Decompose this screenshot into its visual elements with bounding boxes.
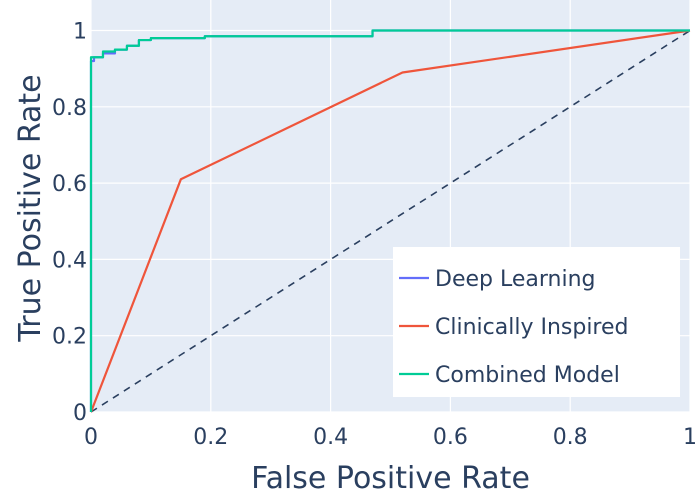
- legend-box: [393, 247, 680, 397]
- y-tick-label: 0: [73, 401, 87, 426]
- legend: Deep Learning Clinically Inspired Combined…: [393, 247, 680, 397]
- y-tick-label: 0.4: [52, 248, 87, 273]
- x-tick-label: 1: [683, 425, 697, 450]
- legend-label-clinically-inspired: Clinically Inspired: [435, 315, 629, 340]
- series-line-clinically-inspired: [89, 29, 691, 413]
- x-tick-label: 0.6: [433, 425, 468, 450]
- grid-lines: [90, 0, 691, 413]
- y-axis-title: True Positive Rate: [13, 74, 48, 342]
- x-axis-title: False Positive Rate: [251, 461, 530, 496]
- x-tick-label: 0.8: [553, 425, 588, 450]
- y-tick-label: 0.6: [52, 172, 87, 197]
- chance-diagonal-line: [90, 29, 691, 413]
- series-line-combined-model: [89, 29, 690, 412]
- legend-label-deep-learning: Deep Learning: [435, 267, 595, 292]
- legend-label-combined-model: Combined Model: [435, 363, 620, 388]
- x-tick-label: 0: [84, 425, 98, 450]
- y-tick-label: 1: [73, 20, 87, 45]
- y-tick-label: 0.8: [52, 96, 87, 121]
- tick-labels: 0 0.2 0.4 0.6 0.8 1 0 0.2 0.4 0.6 0.8 1: [52, 20, 697, 450]
- y-tick-label: 0.2: [52, 325, 87, 350]
- x-tick-label: 0.2: [193, 425, 228, 450]
- data-lines: [89, 29, 691, 413]
- x-tick-label: 0.4: [313, 425, 348, 450]
